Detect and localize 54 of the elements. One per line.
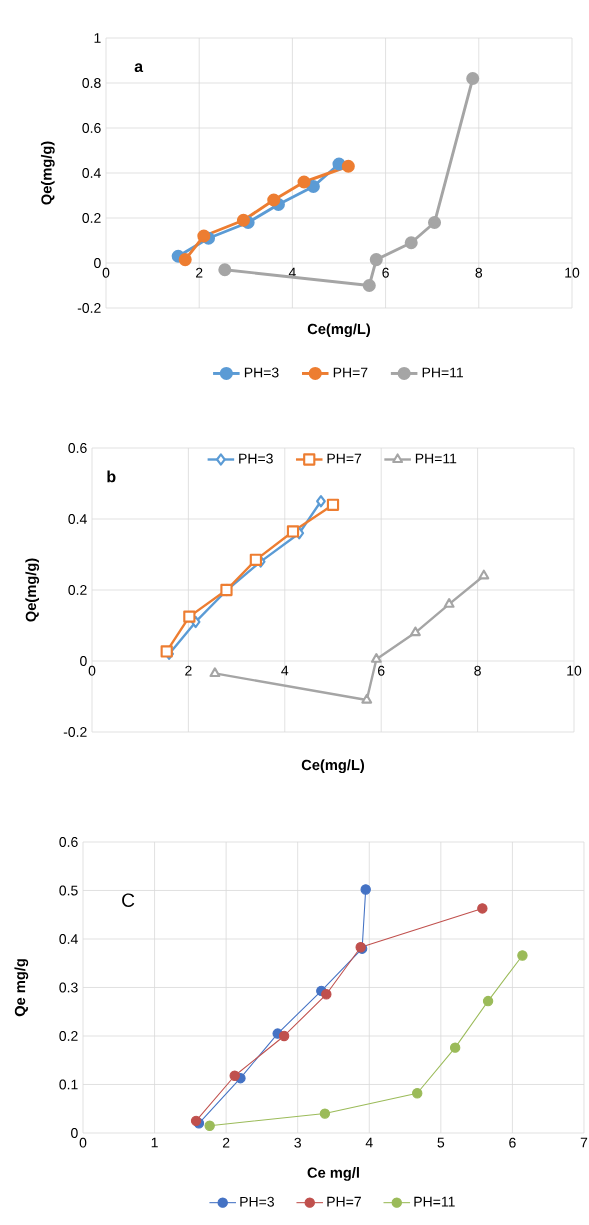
x-tick-label: 2 <box>196 267 203 278</box>
y-tick-label: 0.4 <box>59 934 78 944</box>
legend-label: PH=11 <box>415 453 457 464</box>
legend-label: PH=11 <box>414 1196 455 1207</box>
legend-label: PH=7 <box>327 453 362 464</box>
y-tick-label: 0.3 <box>59 982 78 993</box>
x-axis-title: Ce(mg/L) <box>301 759 365 774</box>
x-tick-label: 10 <box>565 267 580 278</box>
y-axis-title: Qe mg/g <box>14 959 29 1017</box>
y-tick-label: 0 <box>71 1128 78 1138</box>
legend-label: PH=3 <box>240 1196 274 1207</box>
y-tick-label: -0.2 <box>63 727 87 737</box>
y-tick-label: 0 <box>80 656 87 666</box>
y-tick-label: 1 <box>94 33 101 43</box>
annotation: C <box>122 893 135 907</box>
x-tick-label: 6 <box>378 665 385 676</box>
y-tick-label: 0.4 <box>82 168 101 178</box>
legend-label: PH=11 <box>422 367 464 378</box>
y-tick-label: 0.2 <box>59 1031 78 1041</box>
x-tick-label: 4 <box>365 1137 373 1148</box>
x-tick-label: 5 <box>437 1137 445 1148</box>
x-tick-label: 6 <box>382 267 389 278</box>
x-tick-label: 0 <box>102 267 110 278</box>
x-tick-label: 3 <box>294 1137 301 1148</box>
y-tick-label: 0.5 <box>59 885 78 896</box>
x-tick-label: 8 <box>475 267 483 278</box>
y-tick-label: 0.6 <box>82 123 101 133</box>
x-axis-title: Ce(mg/L) <box>307 323 371 338</box>
y-tick-label: 0 <box>94 258 101 268</box>
y-tick-label: 0.4 <box>68 514 87 524</box>
legend-label: PH=3 <box>239 453 273 464</box>
x-axis-title: Ce mg/l <box>307 1167 359 1181</box>
y-tick-label: -0.2 <box>77 303 101 313</box>
x-tick-label: 2 <box>185 665 192 676</box>
x-tick-label: 7 <box>580 1137 588 1148</box>
y-tick-label: 0.6 <box>59 837 78 847</box>
legend-label: PH=3 <box>244 367 279 378</box>
x-tick-label: 6 <box>509 1137 516 1148</box>
legend-label: PH=7 <box>327 1196 361 1207</box>
annotation: b <box>107 470 116 483</box>
x-tick-label: 8 <box>474 665 481 676</box>
y-tick-label: 0.1 <box>59 1079 78 1090</box>
y-tick-label: 0.2 <box>82 213 101 223</box>
legend-label: PH=7 <box>333 367 368 378</box>
y-axis-title: Qe(mg/g) <box>25 558 40 622</box>
annotation: a <box>134 63 144 73</box>
y-tick-label: 0.6 <box>68 443 87 453</box>
y-axis-title: Qe(mg/g) <box>40 141 55 205</box>
x-tick-label: 1 <box>151 1137 158 1148</box>
y-tick-label: 0.2 <box>68 585 87 595</box>
x-tick-label: 2 <box>222 1137 230 1148</box>
x-tick-label: 10 <box>567 665 582 676</box>
x-tick-label: 4 <box>281 665 289 676</box>
y-tick-label: 0.8 <box>82 78 101 88</box>
